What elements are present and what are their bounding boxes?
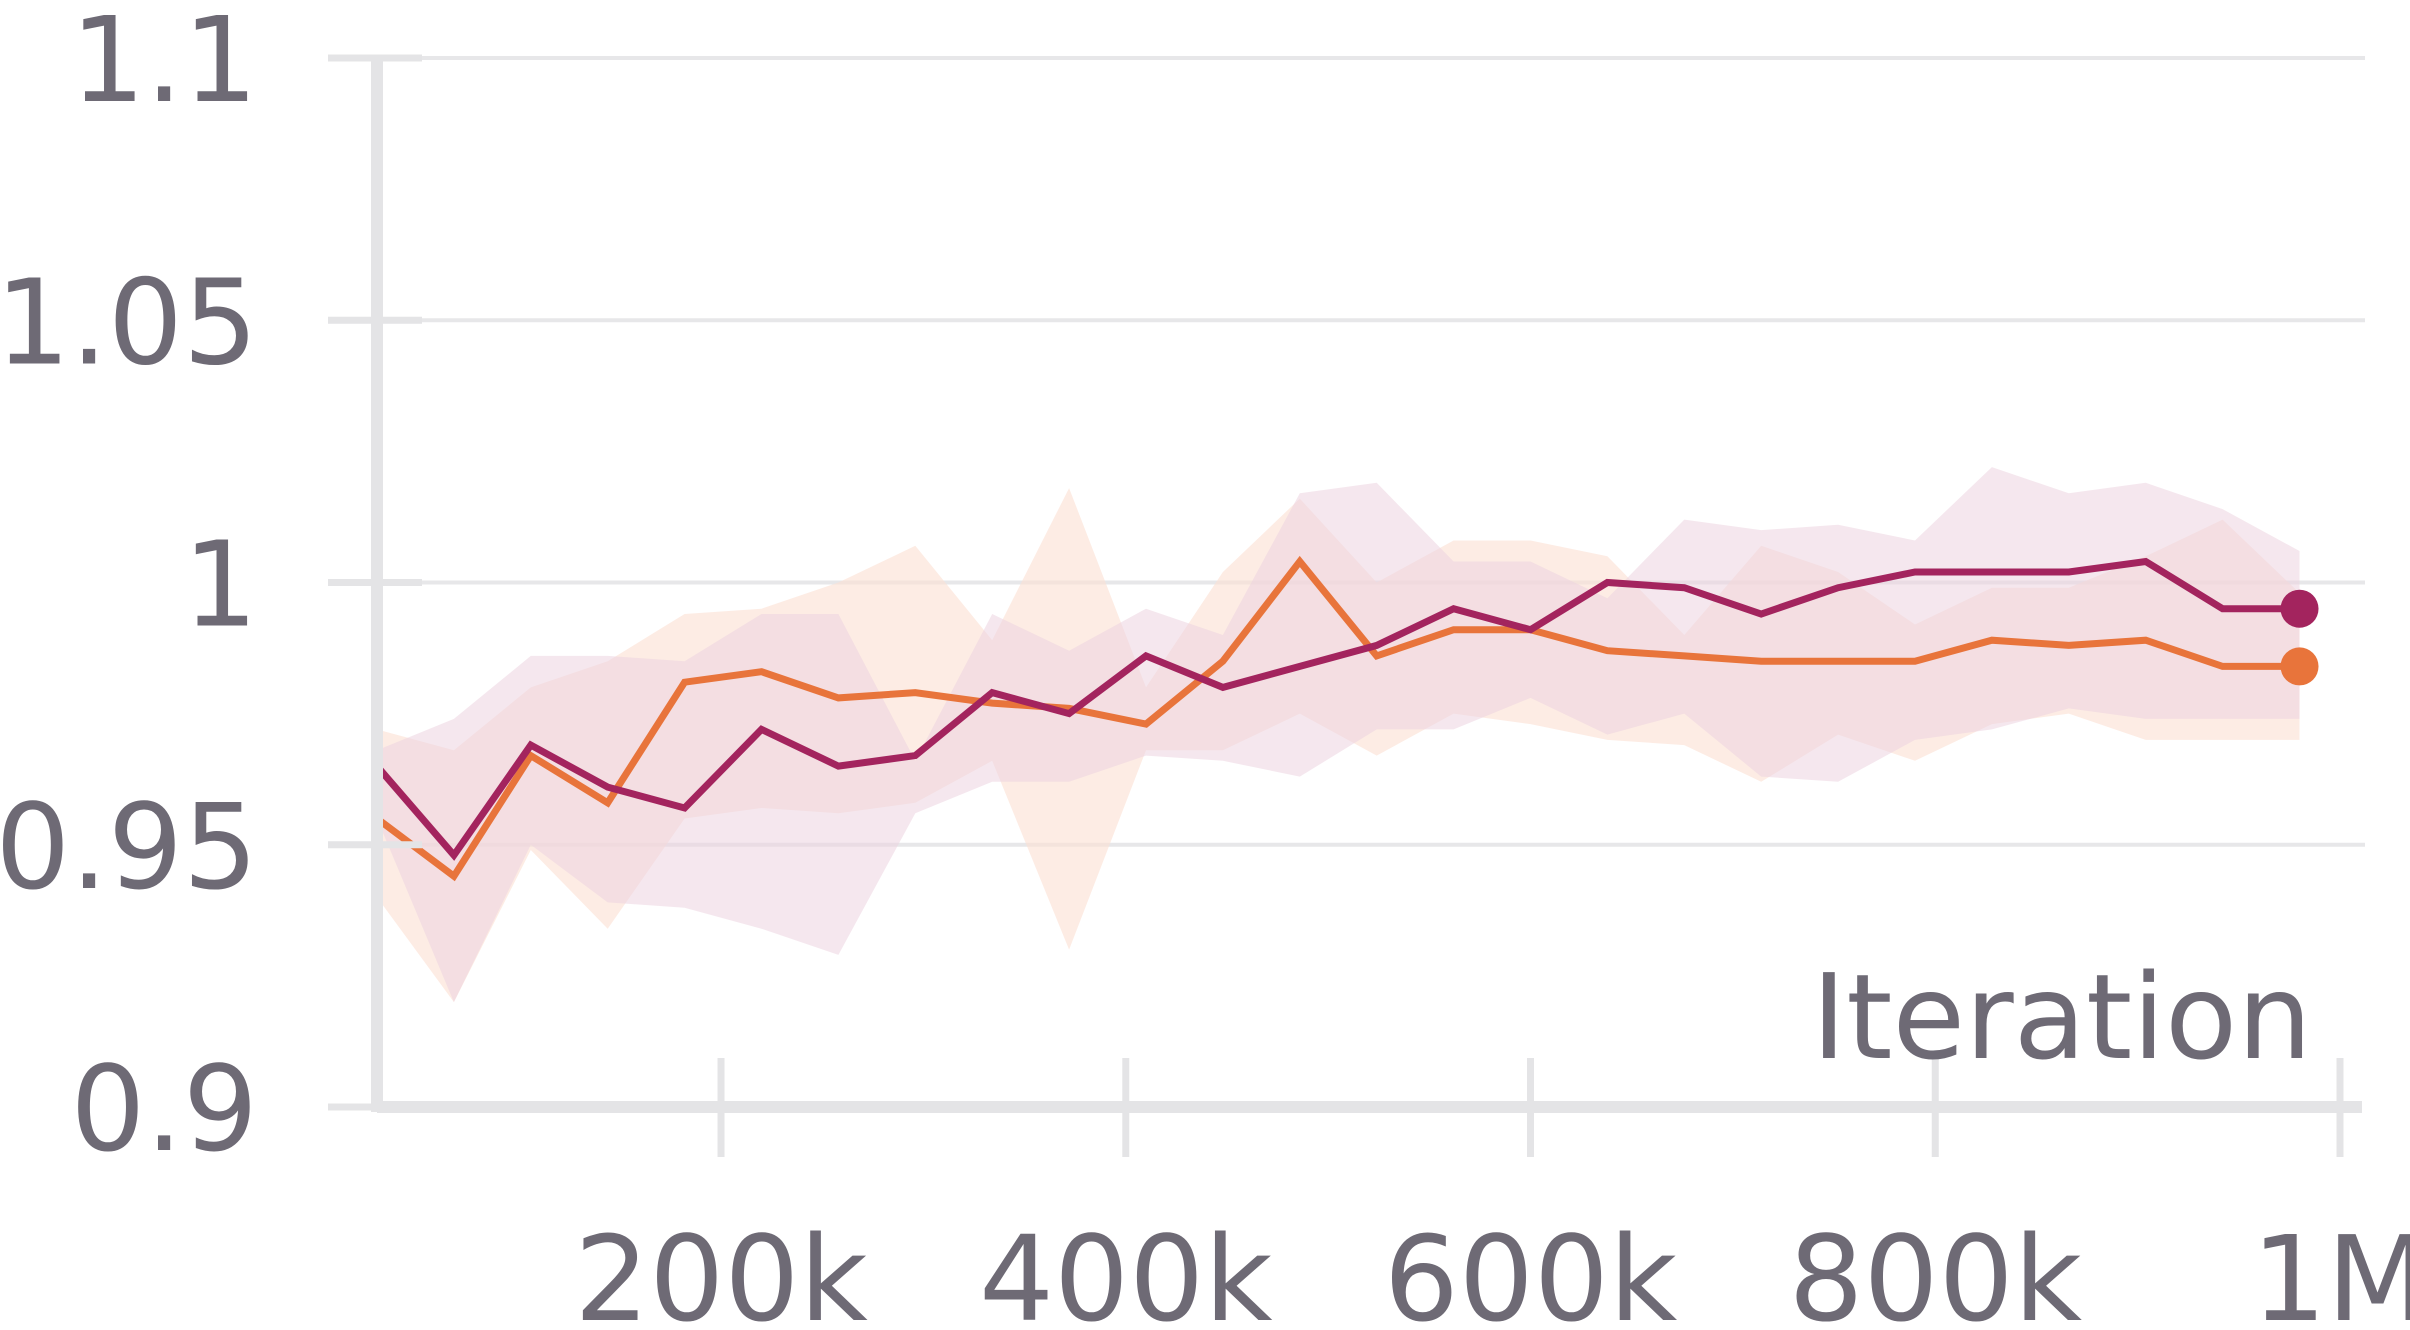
- x-tick-label: 400k: [979, 1210, 1273, 1330]
- series-1-end-point: [2280, 589, 2319, 628]
- x-ticks: 200k 400k 600k 800k 1M: [574, 1058, 2410, 1330]
- y-tick-label: 1: [183, 516, 258, 654]
- x-axis-title: Iteration: [1811, 948, 2312, 1086]
- y-tick-label: 0.95: [0, 778, 258, 916]
- series-0-line: [374, 555, 2300, 882]
- series-1-band: [377, 467, 2300, 1003]
- series-0-end-point: [2280, 647, 2319, 686]
- series-lines: [374, 555, 2319, 882]
- x-tick-label: 800k: [1788, 1210, 2082, 1330]
- x-tick-label: 200k: [574, 1210, 868, 1330]
- x-tick-label: 600k: [1384, 1210, 1678, 1330]
- y-tick-label: 1.1: [70, 0, 258, 129]
- confidence-bands: [377, 467, 2300, 1003]
- y-tick-label: 1.05: [0, 253, 258, 391]
- y-ticks: 0.9 0.95 1 1.05 1.1: [0, 0, 422, 1178]
- series-1-line: [374, 557, 2300, 861]
- y-tick-label: 0.9: [70, 1040, 258, 1178]
- x-tick-label: 1M: [2252, 1210, 2410, 1330]
